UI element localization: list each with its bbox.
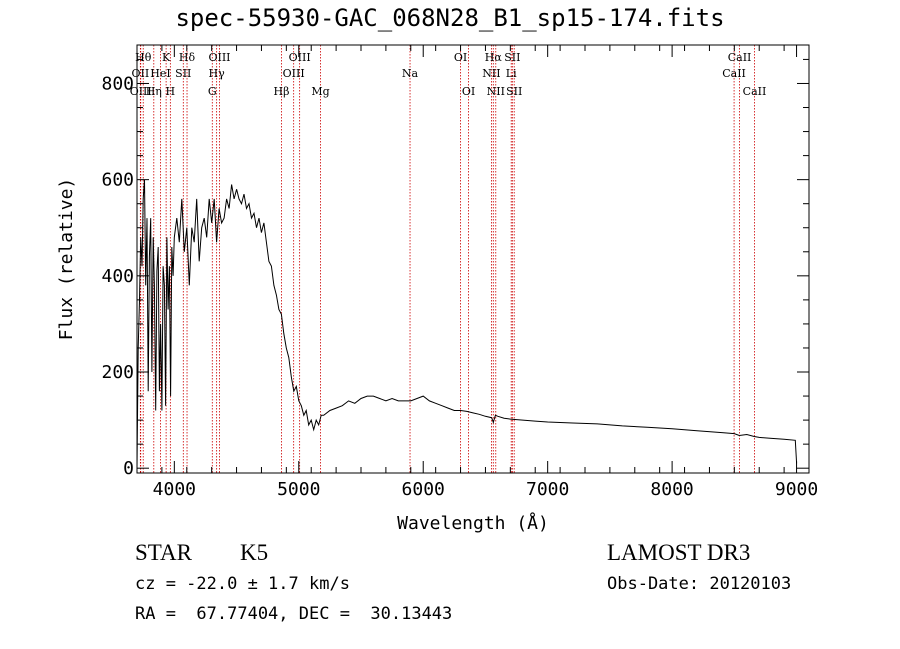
line-label-9: G	[208, 85, 217, 98]
object-subclass: K5	[240, 540, 269, 565]
line-label-20: Hα	[485, 51, 503, 64]
line-label-23: SII	[504, 51, 520, 64]
spectrum-series-line	[136, 179, 798, 469]
survey-name: LAMOST DR3	[607, 540, 751, 565]
x-tick-label-0: 4000	[153, 479, 196, 500]
y-axis-label: Flux (relative)	[56, 178, 77, 341]
x-tick-label-3: 7000	[526, 479, 569, 500]
line-label-21: NII	[487, 85, 505, 98]
chart-title: spec-55930-GAC_068N28_B1_sp15-174.fits	[175, 4, 725, 32]
ra-dec-coordinates: RA = 67.77404, DEC = 30.13443	[135, 604, 453, 624]
x-axis-ticks: 4000 5000 6000 7000 8000 9000	[136, 45, 818, 500]
line-label-16: Na	[402, 67, 419, 80]
y-tick-label-0: 0	[123, 458, 134, 479]
y-axis-ticks: 0 200 400 600 800	[101, 58, 809, 479]
line-label-2: Hθ	[135, 51, 152, 64]
line-label-6: H	[166, 85, 176, 98]
x-tick-label-4: 8000	[650, 479, 693, 500]
line-label-18: OI	[462, 85, 475, 98]
line-label-27: CaII	[743, 85, 767, 98]
line-label-13: OIII	[283, 67, 305, 80]
line-label-4: HeI	[150, 67, 170, 80]
object-class: STAR	[135, 540, 192, 565]
line-label-12: Hβ	[274, 85, 290, 98]
line-label-19: NII	[482, 67, 500, 80]
line-label-14: OIII	[289, 51, 311, 64]
line-label-25: CaII	[722, 67, 746, 80]
line-label-8: Hδ	[179, 51, 196, 64]
line-label-26: CaII	[728, 51, 752, 64]
line-label-15: Mg	[311, 85, 329, 98]
line-label-24: SII	[506, 85, 522, 98]
line-label-1: OIII	[130, 85, 152, 98]
x-axis-label: Wavelength (Å)	[397, 512, 549, 534]
line-label-0: OII	[132, 67, 150, 80]
y-tick-label-1: 200	[101, 362, 134, 383]
line-label-22: Li	[506, 67, 517, 80]
line-label-10: Hγ	[209, 67, 226, 80]
observation-date: Obs-Date: 20120103	[607, 574, 792, 594]
plot-frame	[136, 44, 810, 474]
line-label-7: SII	[175, 67, 191, 80]
line-label-11: OIII	[208, 51, 230, 64]
line-label-5: K	[162, 51, 171, 64]
spectral-line-labels: OII OIII Hθ Hη HeI K H SII Hδ G Hγ OIII Hβ OIII OIII Mg…	[130, 51, 767, 98]
line-label-3: Hη	[146, 85, 162, 98]
y-tick-label-4: 800	[101, 73, 134, 94]
line-label-17: OI	[454, 51, 467, 64]
x-tick-label-2: 6000	[402, 479, 445, 500]
redshift-velocity: cz = -22.0 ± 1.7 km/s	[135, 574, 350, 594]
y-tick-label-2: 400	[101, 266, 134, 287]
x-tick-label-5: 9000	[775, 479, 818, 500]
spectral-line-markers	[139, 45, 755, 473]
x-tick-label-1: 5000	[277, 479, 320, 500]
y-tick-label-3: 600	[101, 170, 134, 191]
